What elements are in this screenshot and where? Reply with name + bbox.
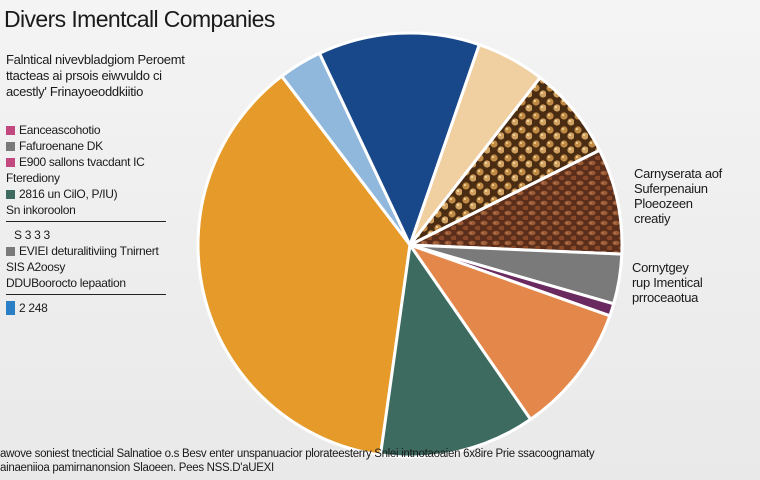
annotation-callout-upper: Carnyserata aof Suferpenaiun Ploeozeen c… [634,166,722,226]
subtitle-line: Falntical nivevbladgiom Peroemt [6,52,185,67]
legend-label: 2816 un CilO, P/IU) [19,187,118,201]
chart-legend: Eanceascohotio Fafuroenane DK E900 sallons… [6,122,171,316]
legend-swatch [6,125,15,135]
legend-label: EVIEI deturalitiviing Tnirnert [19,244,159,258]
legend-swatch [6,301,15,315]
legend-label: E900 sallons tvacdant IC [19,155,145,169]
pie-slice-orange [196,74,412,457]
pie-slice-navy [318,31,481,247]
legend-label: SIS A2oosy [6,260,66,274]
legend-swatch [6,141,15,151]
legend-swatch [6,157,15,167]
chart-footer-note: awove soniest tnecticial Salnatioe o.s B… [0,447,760,475]
legend-label: 2 248 [19,301,48,315]
legend-label: Sn inkoroolon [6,203,76,217]
legend-entry: 2 248 [6,300,171,316]
legend-label: Eanceascohotio [19,123,101,137]
pie-slice-teal [379,243,533,459]
pie-slice-almond-fill [408,148,624,256]
pie-slices [196,31,624,459]
legend-entry: S 3 3 3 [6,227,171,243]
legend-entry: Sn inkoroolon [6,202,171,218]
annotation-callout-lower: Cornytgey rup Imentical prroceaotua [632,260,703,305]
annotation-line: creatiy [634,211,671,226]
footer-line: awove soniest tnecticial Salnatioe o.s B… [0,448,595,460]
legend-divider [6,221,166,222]
legend-entry: E900 sallons tvacdant IC [6,154,171,170]
legend-entry: Eanceascohotio [6,122,171,138]
annotation-line: prroceaotua [632,290,699,305]
legend-label: S 3 3 3 [14,228,50,242]
legend-entry: SIS A2oosy [6,259,171,275]
legend-label: DDUBoorocto lepaation [6,276,126,290]
legend-label: Fafuroenane DK [19,139,103,153]
chart-subtitle: Falntical nivevbladgiom Peroemt ttacteas… [6,52,226,100]
annotation-line: Ploeozeen [634,196,693,211]
pie-slice-light-orange [408,243,612,421]
legend-entry: EVIEI deturalitiviing Tnirnert [6,243,171,259]
legend-divider [6,294,166,295]
legend-entry: Fterediony [6,170,171,186]
annotation-line: rup Imentical [632,275,703,290]
legend-swatch [6,189,15,199]
subtitle-line: acestly' Frinayoeoddkiitio [6,84,144,99]
footer-line: ainaeniioa pamirnanonsion Slaoeen. Pees … [0,462,274,474]
legend-entry: Fafuroenane DK [6,138,171,154]
chart-title: Divers Imentcall Companies [4,6,275,32]
subtitle-line: ttacteas ai prsois eiwvuldo ci [6,68,162,83]
annotation-line: Suferpenaiun [634,181,708,196]
annotation-line: Carnyserata aof [634,166,722,181]
legend-entry: 2816 un CilO, P/IU) [6,186,171,202]
annotation-line: Cornytgey [632,260,689,275]
legend-label: Fterediony [6,171,60,185]
legend-swatch [6,246,15,256]
legend-entry: DDUBoorocto lepaation [6,275,171,291]
